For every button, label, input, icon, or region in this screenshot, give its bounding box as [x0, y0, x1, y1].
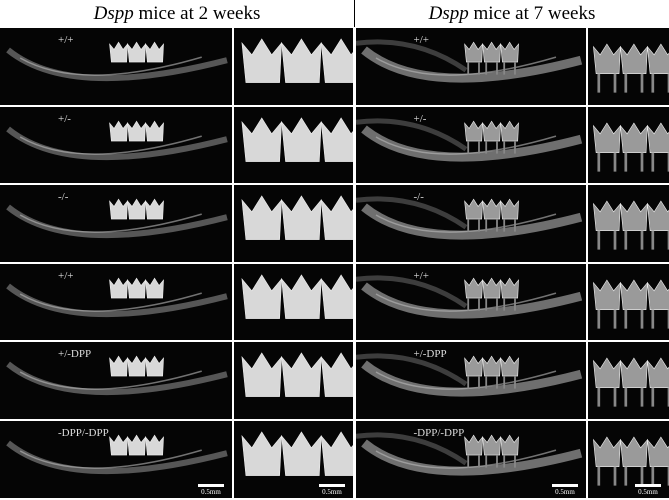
ct-image: [588, 342, 669, 419]
ct-render: [6, 434, 228, 475]
ct-render: [6, 41, 228, 82]
ct-render: [593, 43, 669, 93]
genotype-label: -DPP/-DPP: [413, 427, 465, 439]
ct-render: [593, 200, 669, 250]
ct-render: [356, 118, 583, 162]
genotype-label: +/+: [413, 269, 429, 282]
ct-image: [234, 342, 353, 419]
ct-image: +/-DPP: [0, 342, 232, 419]
ct-image: [588, 185, 669, 262]
ct-render: [6, 356, 228, 396]
ct-render: [241, 195, 353, 241]
ct-image: [234, 185, 353, 262]
title-italic: Dspp: [428, 3, 469, 24]
scale-bar: 0.5mm: [635, 483, 661, 496]
ct-image: +/+: [0, 263, 232, 341]
title-italic: Dspp: [93, 3, 134, 24]
ct-render: [356, 275, 583, 319]
ct-render: [593, 436, 669, 486]
genotype-label: -DPP/-DPP: [58, 427, 109, 439]
scale-bar-line: [198, 483, 224, 487]
ct-image: [588, 28, 669, 105]
scale-bar: 0.5mm: [319, 483, 345, 496]
ct-image: +/+: [356, 263, 586, 341]
ct-render: [241, 352, 353, 398]
scale-bar-label: 0.5mm: [322, 487, 342, 496]
ct-image: 0.5mm: [588, 421, 669, 498]
scale-bar-line: [319, 483, 345, 487]
ct-image: -DPP/-DPP 0.5mm: [0, 421, 232, 498]
ct-render: [241, 431, 353, 476]
ct-render: [241, 38, 353, 83]
scale-bar: 0.5mm: [552, 483, 578, 496]
ct-render: [356, 432, 583, 476]
ct-image: +/-DPP: [356, 342, 586, 419]
ct-render: [241, 116, 353, 162]
ct-render: [6, 277, 228, 317]
ct-render: [241, 274, 353, 319]
genotype-label: +/-DPP: [58, 348, 92, 361]
ct-image: -DPP/-DPP 0.5mm: [356, 421, 586, 498]
genotype-label: +/-: [58, 112, 71, 125]
divider: [354, 0, 355, 27]
genotype-label: +/+: [58, 269, 74, 282]
ct-image: +/-: [0, 106, 232, 184]
ct-image: -/-: [356, 185, 586, 262]
genotype-label: +/+: [413, 34, 429, 46]
scale-bar-label: 0.5mm: [638, 487, 658, 496]
ct-image: +/+: [0, 28, 232, 105]
genotype-label: -/-: [58, 191, 69, 204]
column-title: Dspp mice at 7 weeks: [355, 0, 669, 27]
ct-image: [234, 263, 353, 341]
scale-bar-line: [635, 483, 661, 487]
ct-image: +/-: [356, 106, 586, 184]
genotype-label: +/-: [413, 112, 427, 125]
ct-image: [234, 28, 353, 105]
scale-bar-line: [552, 483, 578, 487]
scale-bar: 0.5mm: [198, 483, 224, 496]
genotype-label: -/-: [413, 191, 424, 204]
scale-bar-label: 0.5mm: [201, 487, 221, 496]
ct-render: [356, 39, 583, 83]
scale-bar-label: 0.5mm: [555, 487, 575, 496]
ct-image: +/+: [356, 28, 586, 105]
ct-render: [593, 122, 669, 172]
ct-render: [593, 279, 669, 329]
column-title: Dspp mice at 2 weeks: [0, 0, 354, 27]
ct-render: [356, 196, 583, 240]
ct-render: [6, 120, 228, 160]
ct-render: [6, 198, 228, 239]
genotype-label: +/+: [58, 34, 74, 46]
ct-render: [593, 357, 669, 408]
ct-render: [356, 353, 583, 398]
ct-image: -/-: [0, 185, 232, 262]
ct-image: [234, 106, 353, 184]
ct-image: [588, 263, 669, 341]
title-text: mice at 2 weeks: [133, 3, 261, 24]
title-text: mice at 7 weeks: [468, 3, 596, 24]
genotype-label: +/-DPP: [413, 348, 447, 361]
ct-image: 0.5mm: [234, 421, 353, 498]
ct-image: [588, 106, 669, 184]
